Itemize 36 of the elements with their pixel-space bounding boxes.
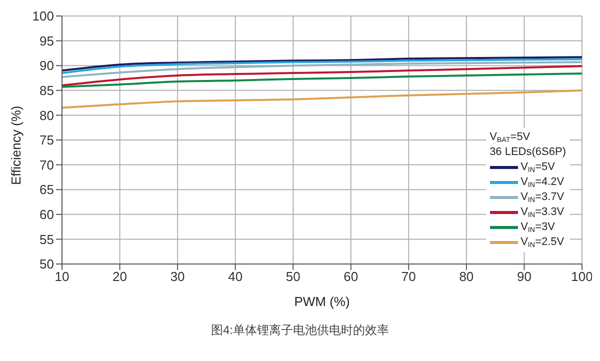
- y-axis-title: Efficiency (%): [8, 106, 24, 185]
- x-tick-label: 90: [516, 269, 532, 284]
- y-tick-label: 75: [40, 132, 54, 148]
- line-series: [62, 65, 582, 86]
- x-tick-label: 60: [344, 269, 358, 284]
- y-tick-label: 60: [40, 207, 54, 222]
- y-tick-label: 80: [40, 108, 54, 123]
- text: 36 LEDs(6S6P): [490, 146, 566, 158]
- legend-title: V$_{BAT}$=5V: [490, 131, 530, 144]
- x-axis-title: PWM (%): [294, 294, 350, 309]
- legend-label: V$_{IN}$=3.3V: [520, 206, 564, 220]
- legend-label: V$_{IN}$=5V: [520, 161, 555, 174]
- line-series: [62, 61, 582, 78]
- y-tick-label: 85: [40, 83, 54, 98]
- legend-label: V$_{IN}$=2.5V: [520, 236, 564, 250]
- y-tick-label: 95: [40, 33, 54, 48]
- x-tick-label: 50: [286, 269, 300, 284]
- legend-label: V$_{IN}$=3V: [520, 221, 555, 234]
- y-tick-label: 90: [40, 58, 54, 74]
- x-tick-label: 70: [401, 269, 416, 284]
- y-tick-label: 65: [40, 182, 54, 198]
- x-tick-label: 10: [54, 269, 70, 284]
- y-tick-label: 55: [40, 232, 54, 247]
- x-tick-label: 20: [112, 269, 128, 284]
- x-tick-label: 40: [228, 269, 243, 284]
- legend-label: V$_{IN}$=3.7V: [520, 191, 564, 204]
- line-series: [62, 72, 582, 88]
- x-tick-label: 80: [459, 269, 474, 284]
- y-tick-label: 50: [40, 256, 54, 272]
- x-tick-label: 30: [170, 269, 185, 284]
- caption: 图4:单体锂离子电池供电时的效率: [210, 322, 390, 339]
- line-series: [62, 89, 582, 109]
- y-tick-label: 70: [40, 157, 54, 172]
- x-tick-label: 100: [571, 269, 593, 284]
- y-tick-label: 100: [32, 8, 54, 24]
- legend-label: V$_{IN}$=4.2V: [520, 176, 564, 190]
